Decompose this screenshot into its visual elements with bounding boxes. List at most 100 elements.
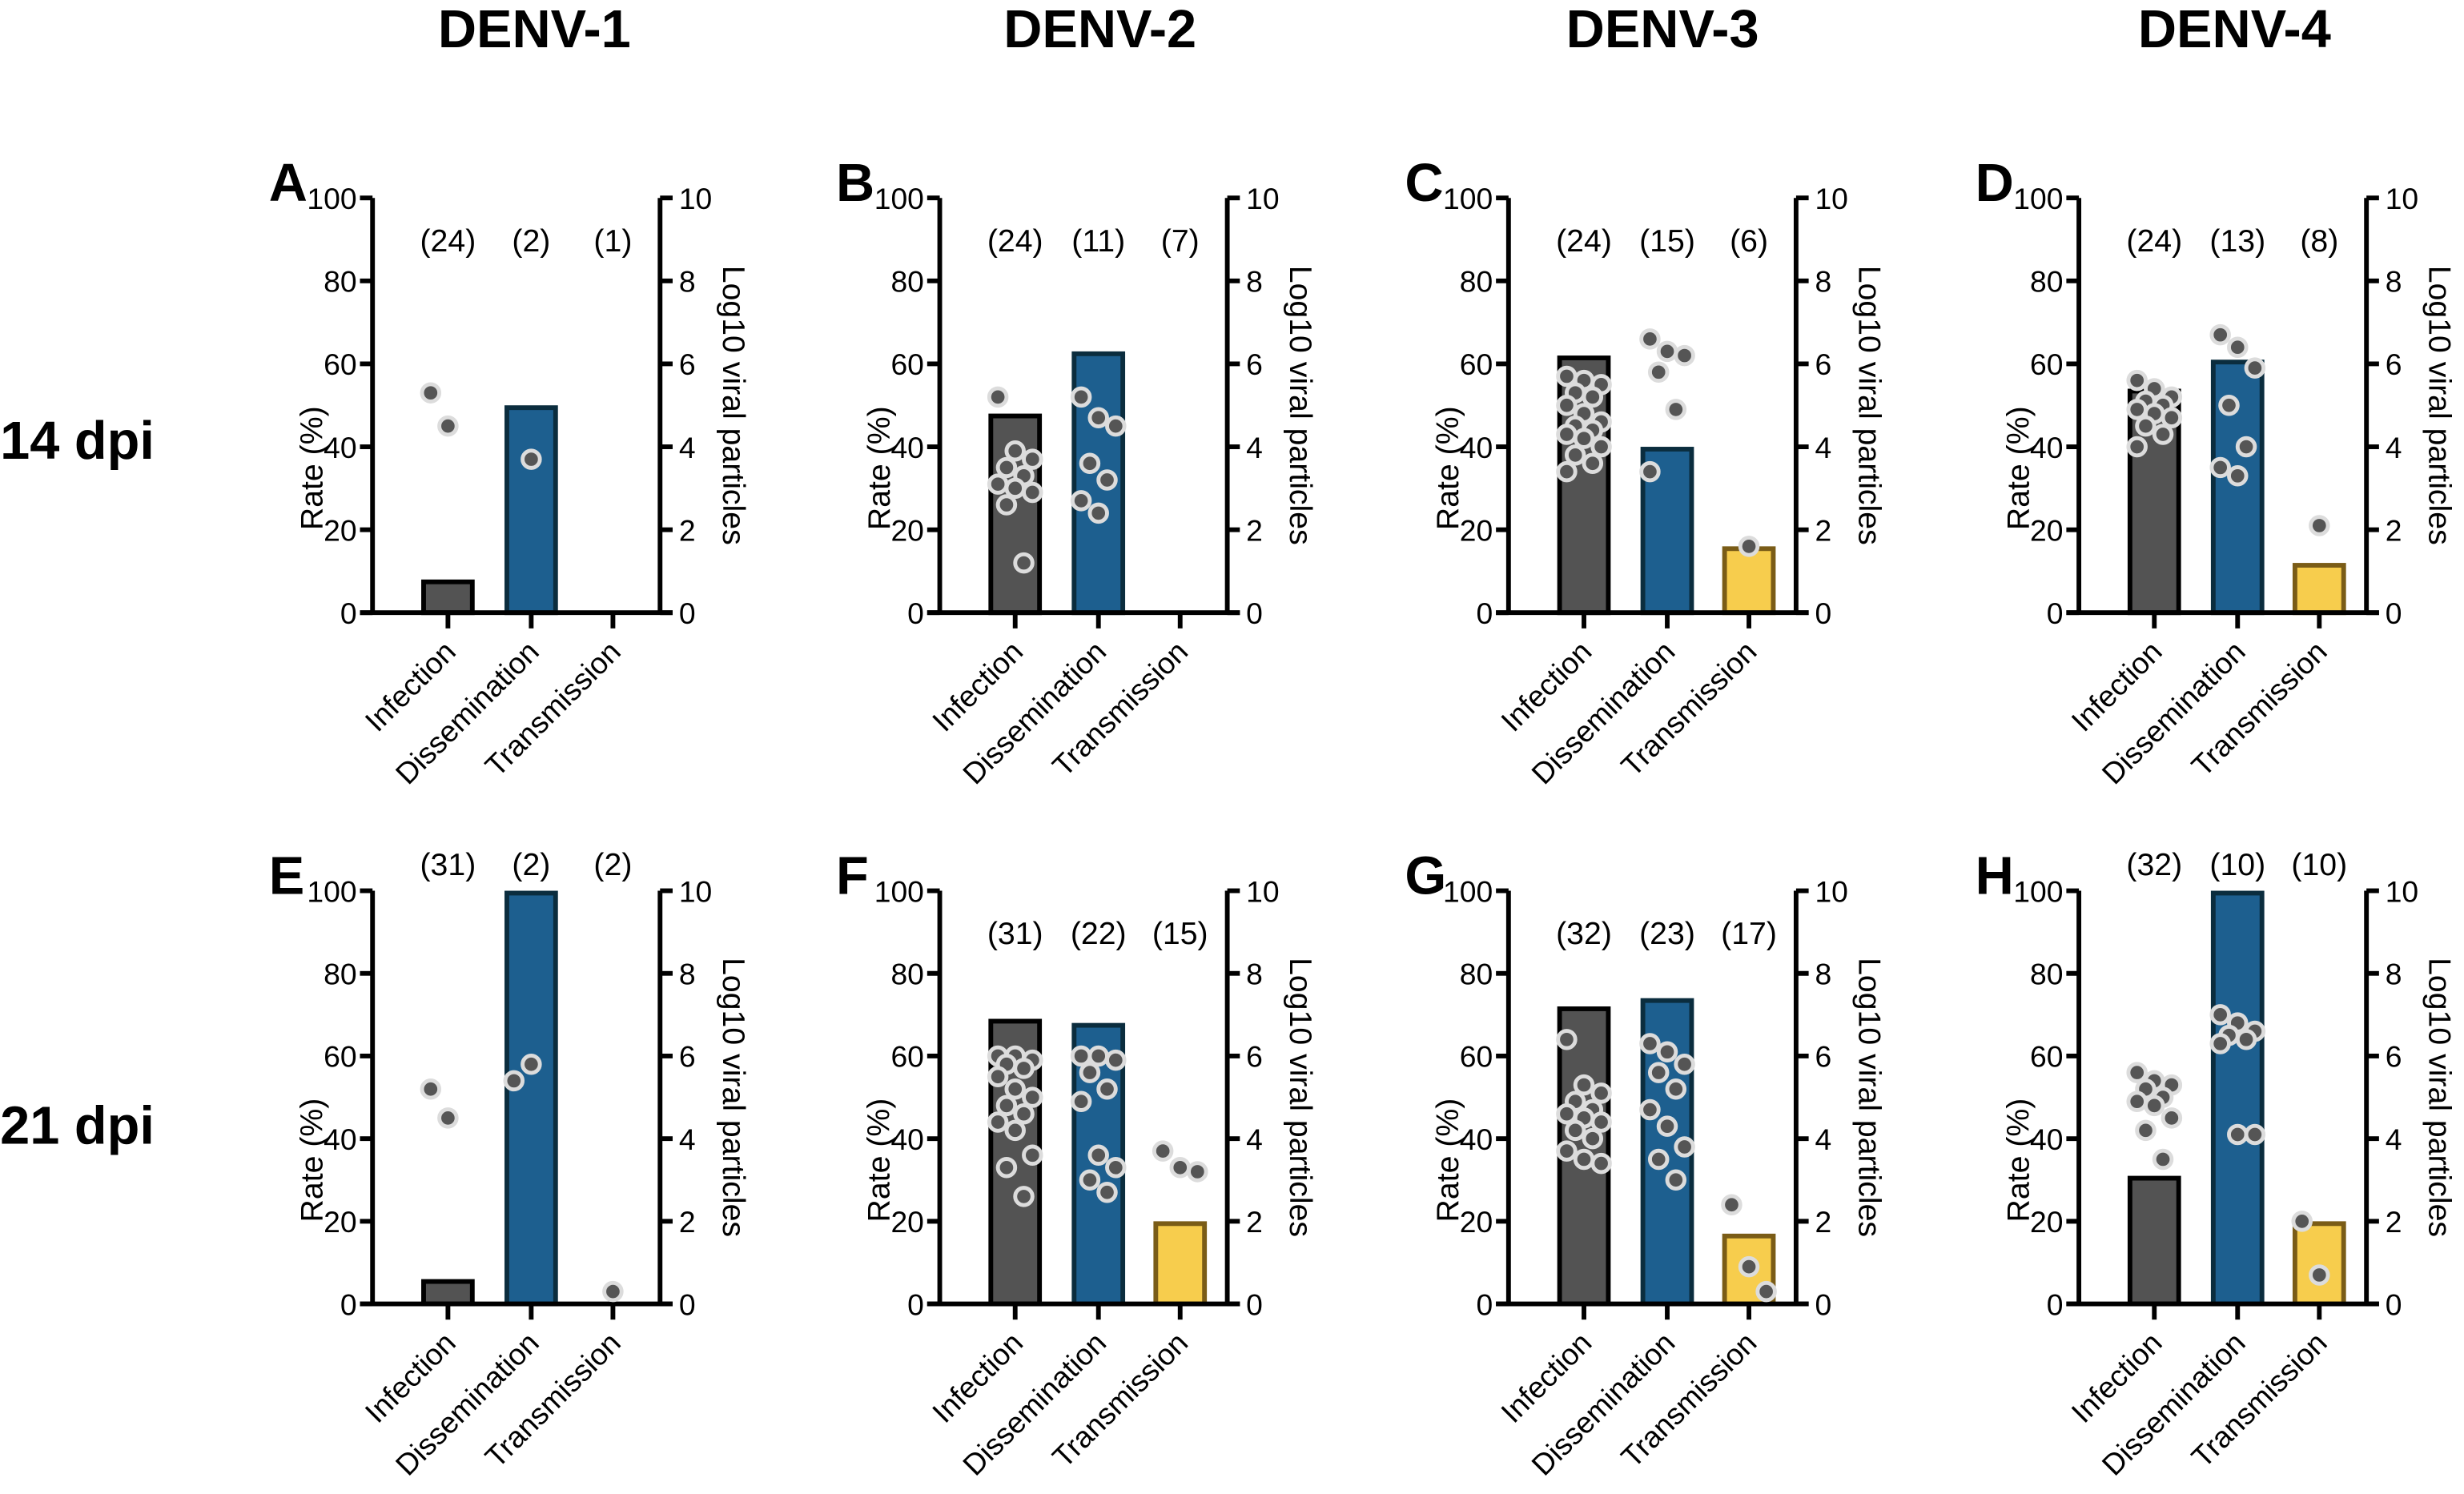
right-tick-label: 0 <box>1815 1287 1831 1321</box>
left-tick-label: 40 <box>1460 1123 1493 1156</box>
left-tick-label: 100 <box>1443 182 1493 215</box>
infection-bar <box>421 579 475 616</box>
category-label: Dissemination <box>1525 634 1681 790</box>
viral-particle-point <box>1087 1045 1109 1067</box>
viral-particle-point <box>987 386 1009 408</box>
viral-particle-point <box>1556 460 1578 483</box>
category-label: Dissemination <box>956 1326 1112 1482</box>
category-label: Dissemination <box>389 1326 545 1482</box>
right-axis-title: Log10 viral particles <box>2422 266 2458 545</box>
viral-particle-point <box>1590 1082 1612 1104</box>
left-axis-title: Rate (%) <box>294 1098 329 1223</box>
right-tick-label: 8 <box>1815 265 1831 299</box>
left-tick-label: 100 <box>1443 874 1493 908</box>
right-tick-label: 4 <box>679 1123 696 1156</box>
right-tick-label: 10 <box>2386 874 2418 908</box>
panel-letter: F <box>836 846 869 906</box>
left-tick-label: 20 <box>1460 513 1493 547</box>
left-tick-label: 0 <box>1476 596 1493 630</box>
viral-particle-point <box>2152 424 2174 445</box>
right-tick-label: 2 <box>2386 513 2402 547</box>
left-tick-label: 60 <box>1460 347 1493 381</box>
left-tick-label: 20 <box>2030 513 2063 547</box>
right-axis-title: Log10 viral particles <box>1851 958 1887 1237</box>
left-tick-label: 40 <box>2030 1123 2063 1156</box>
viral-particle-point <box>2209 1033 2231 1054</box>
sample-count: (24) <box>420 223 476 259</box>
left-axis-title: Rate (%) <box>1430 406 1465 530</box>
viral-particle-point <box>1070 386 1092 408</box>
sample-count: (10) <box>2291 847 2347 882</box>
left-tick-label: 60 <box>324 1040 356 1074</box>
right-tick-label: 10 <box>679 182 712 215</box>
column-titles: DENV-1 DENV-2 DENV-3 DENV-4 <box>438 0 2331 59</box>
left-tick-label: 80 <box>1460 265 1493 299</box>
viral-particle-point <box>1639 1033 1661 1054</box>
panel-letter: E <box>269 846 305 906</box>
left-tick-label: 60 <box>2030 347 2063 381</box>
dissemination-bar <box>504 890 558 1307</box>
viral-particle-point <box>1665 1078 1687 1100</box>
viral-particle-point <box>1105 1157 1127 1179</box>
sample-count: (11) <box>1071 223 1125 259</box>
viral-particle-point <box>1556 424 1578 445</box>
left-axis-title: Rate (%) <box>862 406 897 530</box>
viral-particle-point <box>1582 452 1604 474</box>
right-tick-label: 4 <box>1246 1123 1263 1156</box>
viral-particle-point <box>2227 336 2249 358</box>
viral-particle-point <box>1013 1186 1035 1207</box>
viral-particle-point <box>1152 1140 1174 1162</box>
panel-b: B 0 20 40 60 80 100 0 2 4 6 8 10 Rate (%) Log10 viral … <box>836 154 1318 790</box>
panel-h: H 0 20 40 60 80 100 0 2 4 6 8 10 Rate (%) Log10 viral … <box>1976 846 2458 1481</box>
viral-particle-point <box>1004 440 1026 462</box>
viral-particle-point <box>521 1054 542 1075</box>
column-title: DENV-1 <box>438 0 631 59</box>
viral-particle-point <box>2135 415 2157 437</box>
category-label: Dissemination <box>2096 1326 2252 1482</box>
transmission-bar <box>2292 563 2346 616</box>
sample-count: (15) <box>1639 223 1695 259</box>
left-tick-label: 20 <box>890 1205 923 1239</box>
left-axis-title: Rate (%) <box>2000 406 2036 530</box>
panel-letter: G <box>1405 846 1446 906</box>
viral-particle-point <box>1738 536 1760 557</box>
viral-particle-point <box>1556 394 1578 416</box>
viral-particle-point <box>2161 1107 2183 1129</box>
left-tick-label: 100 <box>2013 874 2063 908</box>
left-tick-label: 40 <box>890 1123 923 1156</box>
right-tick-label: 6 <box>679 1040 696 1074</box>
viral-particle-point <box>987 473 1009 495</box>
panel-f: F 0 20 40 60 80 100 0 2 4 6 8 10 Rate (%) Log10 viral … <box>836 846 1318 1481</box>
right-tick-label: 8 <box>1815 957 1831 990</box>
viral-particle-point <box>1590 436 1612 458</box>
sample-count: (2) <box>593 847 632 882</box>
right-tick-label: 4 <box>2386 1123 2402 1156</box>
sample-count: (10) <box>2209 847 2265 882</box>
sample-count: (13) <box>2209 223 2265 259</box>
column-title: DENV-2 <box>1003 0 1196 59</box>
viral-particle-point <box>995 494 1018 516</box>
viral-particle-point <box>1022 1086 1043 1108</box>
viral-particle-point <box>2291 1211 2313 1232</box>
left-tick-label: 0 <box>1476 1287 1493 1321</box>
viral-particle-point <box>1096 1078 1118 1100</box>
right-tick-label: 8 <box>1246 957 1263 990</box>
viral-particle-point <box>2218 394 2240 416</box>
sample-count: (31) <box>987 916 1043 951</box>
viral-particle-point <box>2126 1090 2148 1112</box>
viral-particle-point <box>1674 344 1695 367</box>
panel-letter: A <box>269 154 307 213</box>
category-label: Dissemination <box>956 634 1112 790</box>
viral-particle-point <box>1656 1115 1678 1137</box>
right-tick-label: 2 <box>679 513 696 547</box>
viral-particle-point <box>1647 1062 1670 1083</box>
right-tick-label: 0 <box>1246 1287 1263 1321</box>
column-title: DENV-3 <box>1566 0 1759 59</box>
right-tick-label: 6 <box>1246 347 1263 381</box>
right-tick-label: 10 <box>1815 874 1847 908</box>
transmission-bar <box>1153 1221 1208 1307</box>
viral-particle-point <box>1721 1194 1742 1215</box>
viral-particle-point <box>437 1107 459 1129</box>
right-tick-label: 2 <box>2386 1205 2402 1239</box>
left-tick-label: 40 <box>2030 431 2063 464</box>
